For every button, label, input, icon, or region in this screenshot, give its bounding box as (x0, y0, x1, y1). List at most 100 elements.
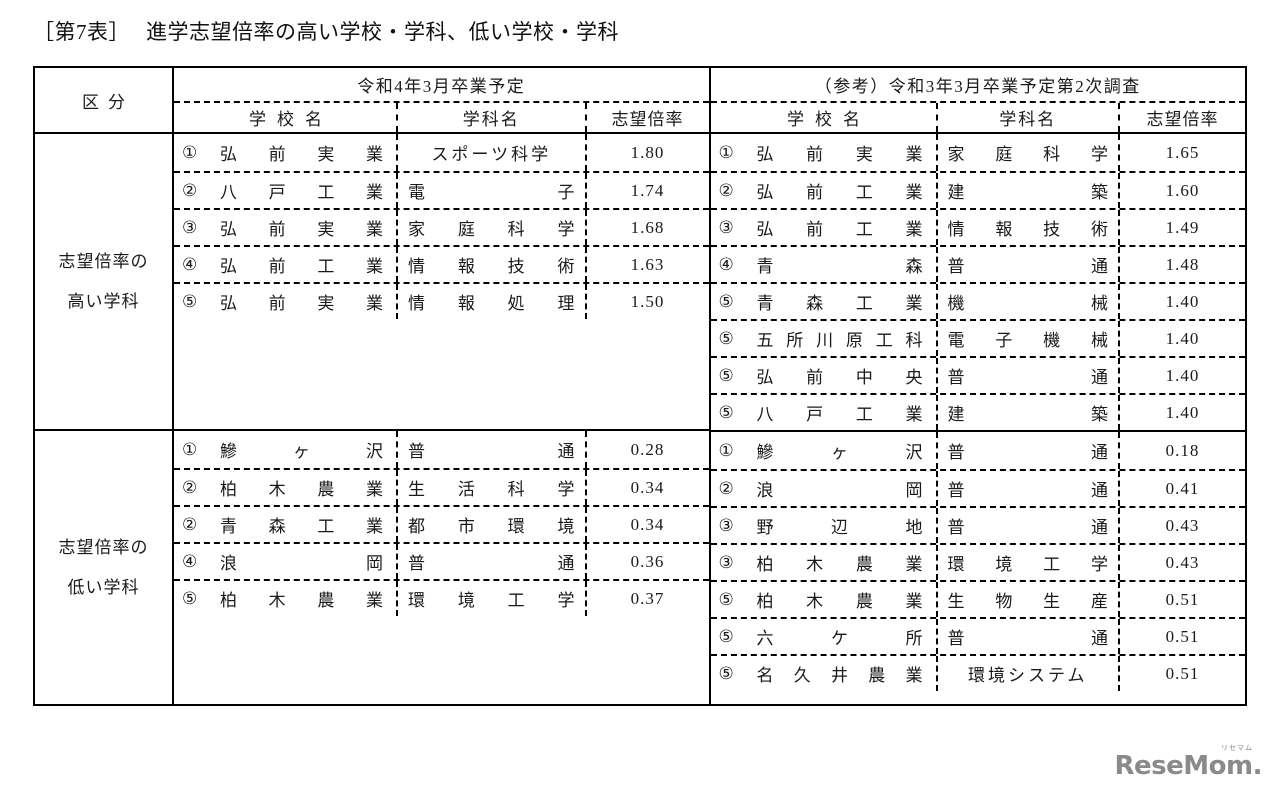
cell-school: ① 鰺ヶ沢 (711, 432, 938, 469)
department-name: 情報技術 (408, 257, 575, 276)
cell-school: ⑤ 弘前実業 (174, 284, 398, 319)
department-name: 普通 (947, 443, 1109, 462)
table-row: ① 鰺ヶ沢 普通 0.28 (174, 431, 709, 468)
table-row: ② 浪岡 普通 0.41 (710, 469, 1245, 506)
cell-school: ⑤ 柏木農業 (174, 581, 398, 616)
table-row: ⑤ 柏木農業 生物生産 0.51 (710, 580, 1245, 617)
rank-mark: ④ (182, 254, 198, 274)
school-name: 弘前実業 (220, 220, 383, 239)
rank-mark: ② (182, 514, 198, 534)
table-row: ⑤ 八戸工業 建築 1.40 (710, 393, 1245, 430)
department-name: 建築 (947, 405, 1109, 424)
department-name: 建築 (947, 183, 1109, 202)
department-name: 普通 (408, 554, 575, 573)
rank-mark: ⑤ (718, 663, 734, 683)
department-name: 電子機械 (947, 331, 1108, 350)
cell-department: 環境工学 (938, 545, 1120, 580)
school-name: 浪岡 (220, 554, 383, 573)
table-row: ② 弘前工業 建築 1.60 (710, 171, 1245, 208)
cell-school: ② 弘前工業 (711, 173, 938, 208)
rank-mark: ② (182, 477, 198, 497)
cell-school: ① 弘前実業 (711, 134, 938, 171)
cell-department: スポーツ科学 (398, 134, 587, 171)
resemom-wordmark: ReseMom. (1114, 751, 1263, 781)
cell-department: 建築 (938, 395, 1120, 430)
panel-current-subheader: 学校名 学科名 志望倍率 (174, 101, 709, 134)
column-header-ratio: 志望倍率 (1146, 110, 1219, 129)
rank-mark: ③ (718, 552, 734, 572)
cell-ratio: 0.51 (1165, 589, 1200, 609)
school-name: 野辺地 (756, 518, 923, 537)
table-row: ⑤ 六ケ所 普通 0.51 (710, 617, 1245, 654)
cell-ratio: 1.40 (1165, 291, 1200, 311)
school-name: 青森工業 (756, 294, 923, 313)
department-name: 普通 (947, 257, 1109, 276)
panel-reference-year: （参考）令和3年3月卒業予定第2次調査 学校名 学科名 志望倍率 ① 弘前実業 … (710, 68, 1245, 704)
cell-school: ⑤ 名久井農業 (711, 656, 938, 691)
cell-department: 生物生産 (938, 582, 1120, 617)
cell-ratio: 0.18 (1165, 440, 1200, 460)
rank-mark: ③ (718, 515, 734, 535)
cell-ratio: 0.36 (630, 551, 665, 571)
row-group-label-low: 志望倍率の 低い学科 (35, 431, 172, 704)
rank-mark: ⑤ (718, 365, 734, 385)
school-name: 名久井農業 (756, 666, 923, 685)
rank-mark: ④ (718, 254, 734, 274)
panel-reference-low-section: ① 鰺ヶ沢 普通 0.18 ② 浪岡 普通 0.41 (710, 432, 1245, 704)
row-group-label-low-line1: 志望倍率の (58, 538, 149, 558)
school-name: 弘前実業 (220, 145, 383, 164)
school-name: 弘前工業 (220, 257, 383, 276)
kubun-column: 区分 志望倍率の 高い学科 志望倍率の 低い学科 (35, 68, 174, 704)
row-group-label-high-line2: 高い学科 (67, 291, 140, 311)
cell-ratio: 1.40 (1165, 365, 1200, 385)
school-name: 弘前工業 (756, 183, 923, 202)
kubun-header: 区分 (35, 68, 172, 134)
cell-school: ⑤ 八戸工業 (711, 395, 938, 430)
cell-department: 普通 (938, 508, 1120, 543)
cell-ratio: 0.51 (1165, 626, 1200, 646)
cell-school: ② 柏木農業 (174, 470, 398, 505)
cell-department: 電子 (398, 173, 587, 208)
cell-department: 情報技術 (938, 210, 1120, 245)
cell-ratio: 0.34 (630, 477, 665, 497)
school-name: 柏木農業 (220, 480, 383, 499)
cell-ratio: 0.43 (1165, 552, 1200, 572)
rank-mark: ① (182, 142, 198, 162)
page-title-text: 進学志望倍率の高い学校・学科、低い学校・学科 (146, 20, 619, 44)
cell-department: 機械 (938, 284, 1120, 319)
school-name: 弘前工業 (756, 220, 923, 239)
cell-school: ② 八戸工業 (174, 173, 398, 208)
cell-school: ⑤ 五所川原工科 (711, 321, 938, 356)
cell-school: ⑤ 弘前中央 (711, 358, 938, 393)
rank-mark: ⑤ (182, 588, 198, 608)
cell-school: ③ 野辺地 (711, 508, 938, 543)
column-header-school: 学校名 (711, 103, 938, 132)
cell-ratio: 0.51 (1165, 663, 1200, 683)
cell-ratio: 1.74 (630, 180, 665, 200)
cell-ratio: 1.48 (1165, 254, 1200, 274)
cell-ratio: 1.80 (630, 142, 665, 162)
cell-school: ⑤ 六ケ所 (711, 619, 938, 654)
rank-mark: ⑤ (718, 402, 734, 422)
column-header-department: 学科名 (398, 103, 587, 132)
school-name: 弘前実業 (756, 145, 923, 164)
cell-ratio: 0.43 (1165, 515, 1200, 535)
rank-mark: ① (182, 439, 198, 459)
cell-ratio: 0.34 (630, 514, 665, 534)
table-row: ④ 弘前工業 情報技術 1.63 (174, 245, 709, 282)
cell-ratio: 1.60 (1165, 180, 1200, 200)
department-name: 情報技術 (947, 220, 1108, 239)
table-row: ⑤ 名久井農業 環境システム 0.51 (710, 654, 1245, 691)
table-row: ③ 弘前実業 家庭科学 1.68 (174, 208, 709, 245)
cell-department: 生活科学 (398, 470, 587, 505)
cell-ratio: 1.50 (630, 291, 665, 311)
cell-department: 電子機械 (938, 321, 1120, 356)
department-name: 普通 (947, 481, 1109, 500)
cell-ratio: 1.63 (630, 254, 665, 274)
row-group-label-high: 志望倍率の 高い学科 (35, 134, 172, 431)
cell-school: ⑤ 青森工業 (711, 284, 938, 319)
rank-mark: ⑤ (718, 291, 734, 311)
table-row: ⑤ 弘前実業 情報処理 1.50 (174, 282, 709, 319)
cell-school: ③ 柏木農業 (711, 545, 938, 580)
cell-department: 普通 (398, 544, 587, 579)
